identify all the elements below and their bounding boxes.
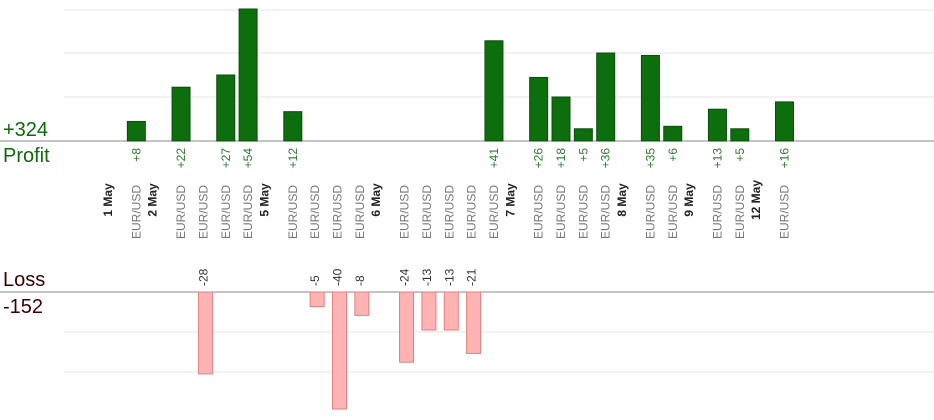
loss-total: -152 [3,296,44,318]
symbol-label: EUR/USD [710,185,724,239]
loss-bar [466,291,482,354]
profit-bar [707,108,727,142]
profit-value-label: +16 [778,148,792,169]
loss-value-label: -13 [442,268,456,286]
symbol-label: EUR/USD [308,185,322,239]
loss-bar [309,291,325,308]
loss-value-label: -28 [196,268,210,286]
symbol-label: EUR/USD [487,185,501,239]
profit-value-label: +22 [174,148,188,169]
profit-value-label: +12 [286,148,300,169]
loss-value-label: -24 [398,268,412,286]
profit-value-label: +8 [129,148,143,162]
profit-bar [171,86,191,142]
loss-bar [354,291,370,316]
symbol-label: EUR/USD [778,185,792,239]
profit-value-label: +27 [219,148,233,169]
symbol-label: EUR/USD [286,185,300,239]
profit-label: Profit [3,145,50,167]
profit-bar [283,111,303,142]
date-label: 7 May [503,183,517,217]
loss-bar [332,291,347,410]
date-label: 9 May [682,183,696,217]
symbol-label: EUR/USD [576,185,590,239]
symbol-label: EUR/USD [554,185,568,239]
profit-value-label: +5 [733,148,747,162]
profit-bar [730,128,750,142]
loss-bar [443,291,459,331]
profit-bar [775,101,794,142]
symbol-label: EUR/USD [643,185,657,239]
profit-bar [596,52,616,142]
loss-label: Loss [3,269,46,291]
date-label: 5 May [257,183,271,217]
date-label: 6 May [369,183,383,217]
symbol-label: EUR/USD [196,185,210,239]
profit-value-label: +26 [532,148,546,169]
profit-total: +324 [3,119,49,141]
symbol-label: EUR/USD [420,185,434,239]
profit-bar [126,120,146,142]
date-label: 12 May [749,180,763,220]
value-labels: +8 +22 -28 +27 +54 +12 -5 -40 -8 -24 -13 -13 -21 +41 +… [129,148,791,286]
loss-value-label: -21 [465,268,479,286]
symbol-label: EUR/USD [331,185,345,239]
date-label: 1 May [101,183,115,217]
symbol-label: EUR/USD [241,185,255,239]
loss-value-label: -13 [420,268,434,286]
symbol-label: EUR/USD [666,185,680,239]
x-axis-labels: 1 May EUR/USD 2 May EUR/USD EUR/USD EUR/USD EU… [101,180,792,239]
date-label: 2 May [146,183,160,217]
symbol-label: EUR/USD [353,185,367,239]
profit-bar [640,54,660,142]
symbol-label: EUR/USD [599,185,613,239]
symbol-label: EUR/USD [129,185,143,239]
profit-bar [663,125,683,142]
profit-bar [238,8,258,142]
profit-value-label: +54 [241,148,255,169]
symbol-label: EUR/USD [465,185,479,239]
profit-bar [551,96,571,142]
symbol-label: EUR/USD [174,185,188,239]
symbol-label: EUR/USD [733,185,747,239]
profit-value-label: +13 [710,148,724,169]
profit-value-label: +6 [666,148,680,162]
loss-value-label: -8 [353,275,367,286]
symbol-label: EUR/USD [219,185,233,239]
symbol-label: EUR/USD [442,185,456,239]
profit-bar [216,74,236,142]
symbol-label: EUR/USD [398,185,412,239]
profit-bar [529,76,549,142]
loss-value-label: -40 [331,268,345,286]
bars [126,8,794,410]
profit-value-label: +5 [576,148,590,162]
profit-bar [573,128,593,142]
date-label: 8 May [615,183,629,217]
profit-value-label: +35 [643,148,657,169]
profit-value-label: +36 [599,148,613,169]
profit-bar [484,40,504,142]
loss-bar [197,291,213,375]
symbol-label: EUR/USD [532,185,546,239]
loss-value-label: -5 [308,275,322,286]
profit-value-label: +18 [554,148,568,169]
loss-bar [421,291,437,331]
loss-bar [399,291,415,363]
profit-value-label: +41 [487,148,501,169]
